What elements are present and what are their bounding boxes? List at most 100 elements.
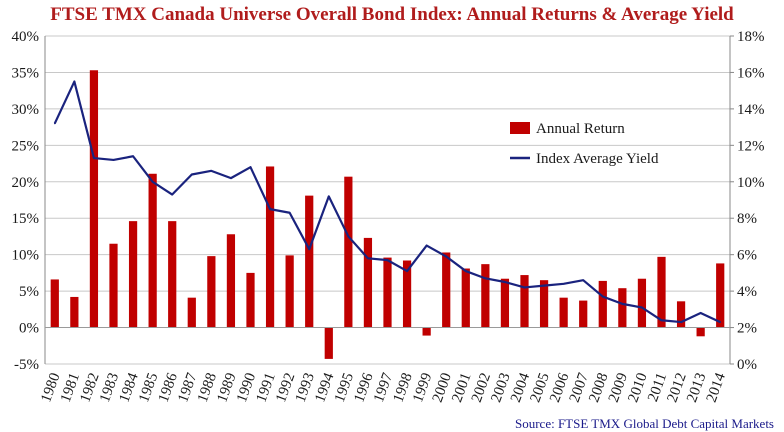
return-bar xyxy=(422,327,431,336)
return-bar xyxy=(442,252,451,328)
yield-point xyxy=(621,303,624,305)
yield-point xyxy=(386,259,389,261)
left-tick-label: 5% xyxy=(19,284,39,300)
return-bar xyxy=(716,263,725,328)
return-bar xyxy=(226,234,236,328)
source-note: Source: FTSE TMX Global Debt Capital Mar… xyxy=(515,416,774,431)
yield-point xyxy=(288,211,291,214)
return-bar xyxy=(461,268,470,328)
yield-point xyxy=(484,277,487,280)
right-tick-label: 4% xyxy=(737,284,757,300)
yield-point xyxy=(269,208,271,210)
return-bar xyxy=(481,264,490,328)
return-bar xyxy=(500,278,510,328)
return-bar xyxy=(520,275,529,328)
legend-swatch-annual-return xyxy=(510,122,530,134)
left-tick-label: 40% xyxy=(12,29,40,45)
return-bar xyxy=(676,301,686,328)
yield-point xyxy=(190,173,193,176)
right-tick-label: 8% xyxy=(737,211,757,227)
yield-point xyxy=(327,195,330,198)
axes: -5% 0% 5% 10% 15% 20% 25% 30% 35% 40% 0% 2% 4% 6% 8% 10… xyxy=(12,29,765,405)
return-bar xyxy=(109,243,118,328)
yield-point xyxy=(406,270,408,272)
return-bar xyxy=(285,255,294,328)
yield-point xyxy=(641,306,643,309)
yield-point xyxy=(230,177,232,179)
yield-point xyxy=(425,244,428,247)
gridlines xyxy=(45,35,730,365)
yield-point xyxy=(445,255,448,258)
left-tick-label: 10% xyxy=(12,248,40,264)
legend-label-index-average-yield: Index Average Yield xyxy=(536,151,659,167)
return-bar xyxy=(89,70,99,328)
yield-point xyxy=(504,281,506,283)
yield-point xyxy=(73,80,76,83)
yield-point xyxy=(53,122,56,125)
yield-point xyxy=(367,257,369,260)
yield-point xyxy=(601,295,604,298)
chart-title: FTSE TMX Canada Universe Overall Bond In… xyxy=(50,4,734,25)
yield-point xyxy=(112,159,115,161)
return-bar xyxy=(559,297,568,328)
left-tick-label: -5% xyxy=(14,357,39,373)
legend: Annual Return Index Average Yield xyxy=(510,121,659,167)
return-bar xyxy=(207,256,216,328)
left-tick-label: 15% xyxy=(12,211,40,227)
x-tick-label: 2014 xyxy=(704,370,729,404)
yield-point xyxy=(582,279,585,281)
return-bar xyxy=(246,272,255,328)
yield-point xyxy=(151,180,154,183)
return-bar xyxy=(344,176,353,328)
return-bar xyxy=(618,288,627,328)
return-bar xyxy=(402,260,412,328)
return-bar xyxy=(128,221,138,328)
return-bar xyxy=(637,278,647,328)
yield-point xyxy=(719,321,722,323)
right-tick-label: 0% xyxy=(737,357,757,373)
yield-point xyxy=(308,248,311,250)
right-tick-label: 14% xyxy=(737,102,765,118)
right-tick-label: 18% xyxy=(737,29,765,45)
right-tick-label: 6% xyxy=(737,248,757,264)
return-bar xyxy=(657,256,666,328)
return-bar xyxy=(265,166,275,328)
return-bar xyxy=(148,173,157,328)
left-tick-label: 25% xyxy=(12,138,40,154)
return-bar xyxy=(168,221,177,328)
yield-point xyxy=(543,284,545,287)
yield-point xyxy=(210,170,213,172)
yield-line xyxy=(53,80,722,324)
return-bar xyxy=(324,327,333,359)
yield-point xyxy=(523,286,526,289)
left-tick-label: 20% xyxy=(12,175,40,191)
yield-point xyxy=(699,312,702,314)
left-tick-label: 30% xyxy=(12,102,40,118)
yield-point xyxy=(249,166,252,168)
yield-point xyxy=(464,270,467,272)
yield-point xyxy=(562,283,565,285)
yield-point xyxy=(680,321,682,323)
return-bar xyxy=(579,300,588,328)
right-tick-label: 12% xyxy=(737,138,765,154)
right-tick-label: 2% xyxy=(737,321,757,337)
return-bars xyxy=(50,70,725,359)
yield-point xyxy=(171,193,174,196)
legend-label-annual-return: Annual Return xyxy=(536,121,625,137)
return-bar xyxy=(187,297,196,328)
return-bar xyxy=(383,257,392,328)
yield-point xyxy=(660,319,663,322)
return-bar xyxy=(363,237,373,328)
return-bar xyxy=(70,296,79,328)
return-bar xyxy=(539,280,549,328)
return-bar xyxy=(598,280,607,328)
return-bar xyxy=(696,327,705,337)
right-tick-label: 16% xyxy=(737,65,765,81)
return-bar xyxy=(305,195,314,328)
return-bar xyxy=(50,279,59,328)
left-tick-label: 0% xyxy=(19,321,39,337)
yield-point xyxy=(347,235,350,238)
left-tick-label: 35% xyxy=(12,65,40,81)
yield-point xyxy=(93,157,95,159)
